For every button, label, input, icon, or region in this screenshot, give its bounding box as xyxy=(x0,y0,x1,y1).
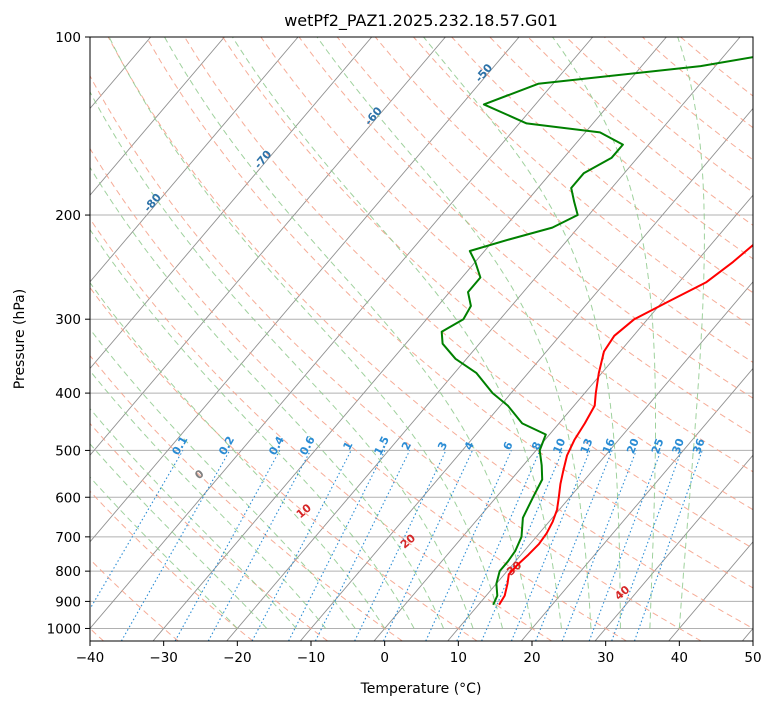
moist-adiabat-line xyxy=(232,37,561,629)
x-tick-label: −40 xyxy=(76,650,105,666)
isotherm-line xyxy=(0,37,445,641)
isotherm-label: -40 xyxy=(583,18,606,42)
chart-title: wetPf2_PAZ1.2025.232.18.57.G01 xyxy=(284,11,558,31)
x-tick-label: −10 xyxy=(297,650,326,666)
mixing-ratio-line xyxy=(315,450,409,641)
plot-area: 0.10.20.40.611.52346810131620253036-100-… xyxy=(0,0,775,641)
dry-adiabat-line xyxy=(414,37,775,641)
isotherm-line xyxy=(0,37,224,641)
x-tick-label: 20 xyxy=(523,650,540,666)
mixing-ratio-label: 0.1 xyxy=(169,434,190,457)
mixing-ratio-line xyxy=(289,450,385,641)
mixing-ratio-line xyxy=(71,450,183,641)
mixing-ratio-label: 1.5 xyxy=(372,434,392,457)
mixing-ratio-label: 30 xyxy=(669,436,687,455)
y-tick-label: 800 xyxy=(55,564,81,580)
mixing-ratio-label: 13 xyxy=(578,436,596,455)
moist-adiabat-line xyxy=(0,37,296,629)
mixing-ratio-line xyxy=(612,450,682,641)
dry-adiabat-line xyxy=(375,37,775,641)
dewpoint-trace xyxy=(442,37,775,605)
y-tick-label: 400 xyxy=(55,386,81,402)
mixing-ratio-label: 0.4 xyxy=(266,434,287,458)
mixing-ratio-line xyxy=(635,450,703,641)
temperature-trace xyxy=(499,37,775,605)
moist-adiabat-line xyxy=(0,37,267,629)
y-tick-label: 500 xyxy=(55,443,81,459)
dry-adiabat-line xyxy=(0,37,402,641)
x-axis-title: Temperature (°C) xyxy=(360,681,482,697)
dry-adiabat-line xyxy=(642,37,775,641)
isotherm-label: -80 xyxy=(141,191,164,215)
y-tick-label: 200 xyxy=(55,208,81,224)
mixing-ratio-line xyxy=(252,450,351,641)
isotherm-line xyxy=(227,37,740,641)
mixing-ratio-line xyxy=(589,450,661,641)
moist-adiabat-line xyxy=(0,37,355,629)
moist-adiabat-line xyxy=(24,37,443,629)
moist-adiabat-line xyxy=(0,37,326,629)
dry-adiabat-line xyxy=(32,37,627,641)
mixing-ratio-label: 0.6 xyxy=(297,434,318,458)
moist-adiabat-line xyxy=(553,37,656,629)
isotherm-line xyxy=(153,37,666,641)
mixing-ratio-label: 10 xyxy=(550,436,568,455)
dry-adiabat-line xyxy=(146,37,775,641)
y-tick-label: 300 xyxy=(55,312,81,328)
y-axis-title: Pressure (hPa) xyxy=(12,289,28,389)
mixing-ratio-label: 0.2 xyxy=(216,434,237,457)
isotherm-label: -50 xyxy=(472,61,495,85)
x-tick-label: −20 xyxy=(223,650,252,666)
x-tick-label: 40 xyxy=(671,650,688,666)
isotherm-line xyxy=(595,37,775,641)
isotherm-line xyxy=(669,37,775,641)
x-tick-label: −30 xyxy=(149,650,178,666)
mixing-ratio-line xyxy=(208,450,310,641)
isotherm-line xyxy=(0,37,372,641)
isotherm-label: -70 xyxy=(252,147,275,171)
y-tick-label: 700 xyxy=(55,530,81,546)
x-tick-label: 0 xyxy=(380,650,389,666)
dry-adiabat-line xyxy=(681,37,775,641)
x-tick-label: 10 xyxy=(450,650,467,666)
mixing-ratio-line xyxy=(175,450,280,641)
y-tick-label: 100 xyxy=(55,30,81,46)
mixing-ratio-line xyxy=(562,450,636,641)
mixing-ratio-label: 20 xyxy=(624,436,642,455)
x-tick-label: 50 xyxy=(744,650,761,666)
mixing-ratio-label: 25 xyxy=(649,437,667,456)
dry-adiabat-label: 10 xyxy=(294,501,314,521)
y-tick-label: 600 xyxy=(55,490,81,506)
mixing-ratio-line xyxy=(457,450,540,641)
isotherm-line xyxy=(0,37,298,641)
plot-frame xyxy=(90,37,753,641)
isotherm-label: -90 xyxy=(31,234,54,258)
dry-adiabat-line xyxy=(223,37,775,641)
mixing-ratio-line xyxy=(482,450,563,641)
mixing-ratio-line xyxy=(355,450,446,641)
y-tick-label: 1000 xyxy=(47,621,81,637)
dry-adiabat-line xyxy=(70,37,701,641)
mixing-ratio-line xyxy=(384,450,473,641)
y-tick-label: 900 xyxy=(55,594,81,610)
moist-adiabat-line xyxy=(165,37,533,629)
mixing-ratio-line xyxy=(121,450,229,641)
isotherm-line xyxy=(0,37,3,641)
isotherm-label: -60 xyxy=(362,104,385,128)
dry-adiabat-line xyxy=(0,37,552,641)
dry-adiabat-line xyxy=(0,37,328,641)
x-tick-label: 30 xyxy=(597,650,614,666)
isotherm-line xyxy=(742,37,775,641)
dry-adiabat-line xyxy=(185,37,775,641)
isotherm-line xyxy=(374,37,775,641)
moist-adiabat-line xyxy=(678,37,705,629)
dry-adiabat-line xyxy=(0,37,253,641)
